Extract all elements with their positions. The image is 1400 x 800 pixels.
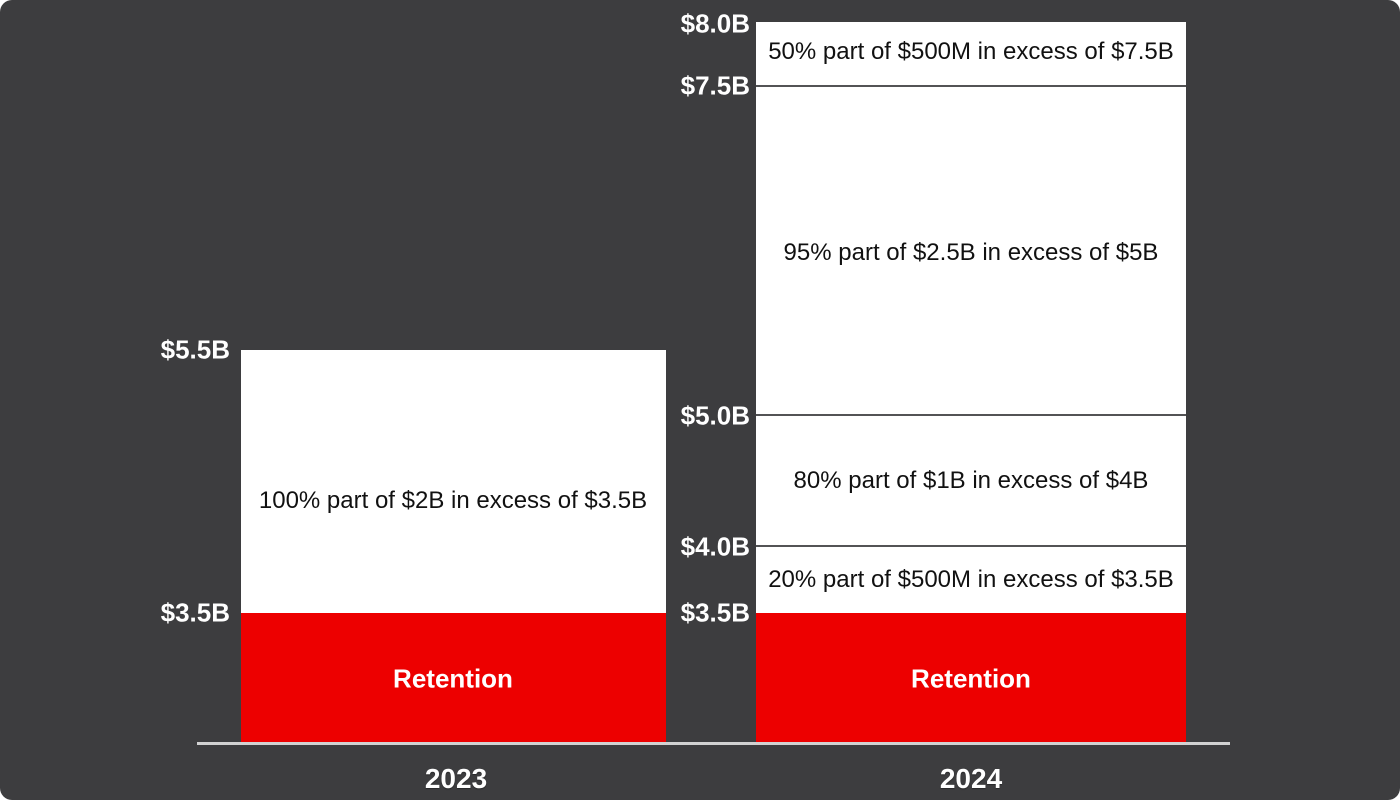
segment-label-2024-95pct: 95% part of $2.5B in excess of $5B [783,239,1159,266]
tick-label-3-5b-2024: $3.5B [680,597,750,628]
category-label-2023: 2023 [424,763,488,794]
segment-divider-4-0b [756,545,1186,547]
category-label-2024: 2024 [939,763,1003,794]
retention-label-2023: Retention [393,663,513,694]
segment-label-2024-20pct: 20% part of $500M in excess of $3.5B [768,566,1174,593]
tick-label-5-5b: $5.5B [160,334,230,365]
bar-2023-retention-segment [241,613,666,743]
segment-label-2024-80pct: 80% part of $1B in excess of $4B [793,467,1149,494]
tick-label-7-5b: $7.5B [680,70,750,101]
tick-label-3-5b-2023: $3.5B [160,597,230,628]
segment-label-2023-100pct: 100% part of $2B in excess of $3.5B [258,487,648,514]
bar-2024-excess-stack [756,22,1186,613]
retention-label-2024: Retention [911,663,1031,694]
segment-label-2024-50pct: 50% part of $500M in excess of $7.5B [768,38,1174,65]
bar-2023-excess-segment [241,350,666,613]
tick-label-4-0b: $4.0B [680,531,750,562]
bar-2024-retention-segment [756,613,1186,743]
segment-divider-5-0b [756,414,1186,416]
segment-divider-7-5b [756,85,1186,87]
tick-label-5-0b: $5.0B [680,400,750,431]
x-axis-line [197,742,1230,745]
tick-label-8-0b: $8.0B [680,8,750,39]
